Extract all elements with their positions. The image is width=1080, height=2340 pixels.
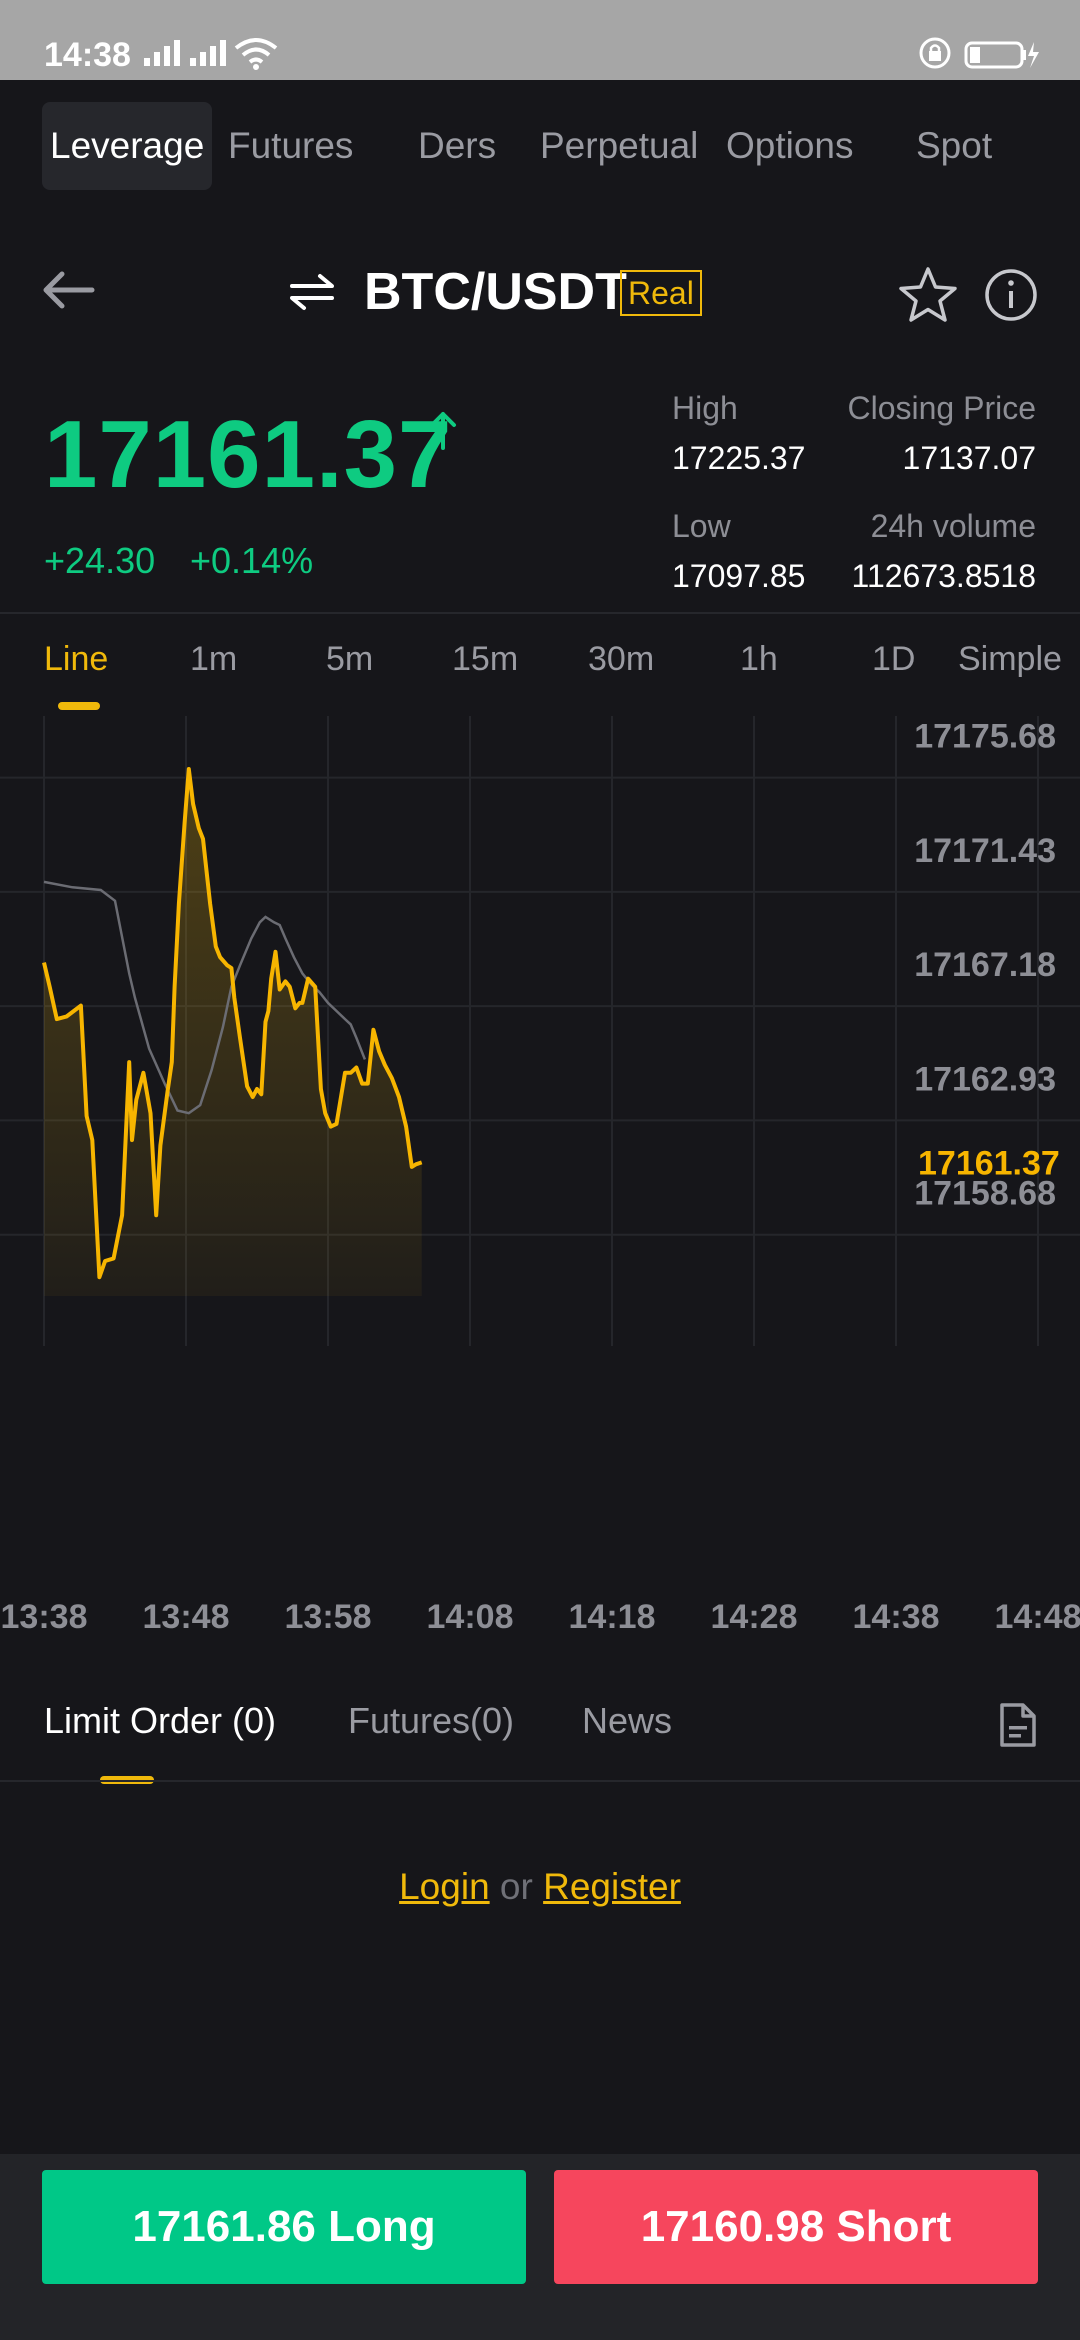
volume-value: 112673.8518 (851, 558, 1036, 594)
account-type-badge: Real (620, 270, 702, 316)
volume-label: 24h volume (870, 508, 1036, 544)
moving-average-line (43, 880, 367, 1115)
x-tick-label: 14:38 (853, 1598, 940, 1636)
interval-30m[interactable]: 30m (588, 640, 655, 678)
y-tick-label: 17175.68 (914, 718, 1056, 756)
closing-price-value: 17137.07 (902, 440, 1036, 476)
swap-pair-icon[interactable] (288, 272, 336, 312)
interval-1d[interactable]: 1D (872, 640, 916, 678)
x-tick-label: 13:48 (143, 1598, 230, 1636)
divider (0, 1780, 1080, 1782)
interval-simple[interactable]: Simple (958, 640, 1062, 678)
closing-price-label: Closing Price (847, 390, 1036, 426)
high-value: 17225.37 (672, 440, 806, 476)
signal-icon (144, 38, 180, 66)
favorite-star-icon[interactable] (898, 266, 958, 324)
y-tick-label: 17158.68 (914, 1175, 1056, 1213)
low-value: 17097.85 (672, 558, 806, 594)
wifi-icon (234, 38, 278, 70)
login-link[interactable]: Login (399, 1866, 490, 1907)
interval-line[interactable]: Line (44, 640, 109, 678)
price-area-fill (44, 769, 422, 1296)
auth-or-text: or (499, 1866, 533, 1907)
divider (0, 612, 1080, 614)
tab-leverage[interactable]: Leverage (42, 102, 213, 190)
back-arrow-icon[interactable] (40, 270, 96, 310)
tab-options[interactable]: Options (726, 125, 854, 166)
status-bar: 14:38 (0, 0, 1080, 80)
document-icon[interactable] (998, 1702, 1038, 1748)
high-label: High (672, 390, 738, 426)
tab-spot[interactable]: Spot (916, 125, 993, 166)
interval-1h[interactable]: 1h (740, 640, 778, 678)
y-tick-label: 17167.18 (914, 946, 1056, 984)
y-tick-label: 17171.43 (914, 832, 1056, 870)
register-link[interactable]: Register (543, 1866, 681, 1907)
status-time: 14:38 (44, 36, 131, 74)
long-button[interactable]: 17161.86 Long (42, 2170, 526, 2284)
interval-active-indicator (58, 702, 100, 710)
x-tick-label: 14:18 (569, 1598, 656, 1636)
price-line (42, 767, 423, 1280)
interval-1m[interactable]: 1m (190, 640, 238, 678)
x-tick-label: 14:08 (427, 1598, 514, 1636)
auth-prompt: Login or Register (0, 1866, 1080, 1908)
tab-perpetual[interactable]: Perpetual (540, 125, 699, 166)
trading-pair[interactable]: BTC/USDT (364, 263, 627, 321)
x-tick-label: 14:48 (995, 1598, 1080, 1636)
low-label: Low (672, 508, 731, 544)
price-change-percent: +0.14% (190, 540, 314, 581)
tab-limit-order[interactable]: Limit Order (0) (44, 1700, 277, 1741)
price-chart[interactable]: 17175.68 17171.43 17167.18 17162.93 17158.68… (0, 716, 1080, 1646)
x-tick-label: 13:58 (285, 1598, 372, 1636)
last-price: 17161.37 (44, 401, 453, 508)
tab-futures-orders[interactable]: Futures(0) (348, 1700, 515, 1741)
price-change-absolute: +24.30 (44, 540, 156, 581)
market-type-tabs: Leverage Futures Ders Perpetual Options … (0, 80, 1080, 210)
interval-5m[interactable]: 5m (326, 640, 374, 678)
last-price-tag: 17161.37 (918, 1144, 1060, 1182)
lock-rotation-icon (919, 37, 951, 69)
interval-15m[interactable]: 15m (452, 640, 519, 678)
x-tick-label: 14:28 (711, 1598, 798, 1636)
pair-header: BTC/USDT Real (0, 240, 1080, 350)
price-up-arrow-icon (430, 412, 456, 450)
short-button[interactable]: 17160.98 Short (554, 2170, 1038, 2284)
tab-futures[interactable]: Futures (228, 125, 354, 166)
info-icon[interactable] (984, 268, 1038, 322)
tab-news[interactable]: News (582, 1700, 673, 1741)
signal-icon (190, 38, 226, 66)
battery-icon (964, 41, 1039, 69)
x-tick-label: 13:38 (1, 1598, 88, 1636)
tab-ders[interactable]: Ders (418, 125, 497, 166)
y-tick-label: 17162.93 (914, 1060, 1056, 1098)
